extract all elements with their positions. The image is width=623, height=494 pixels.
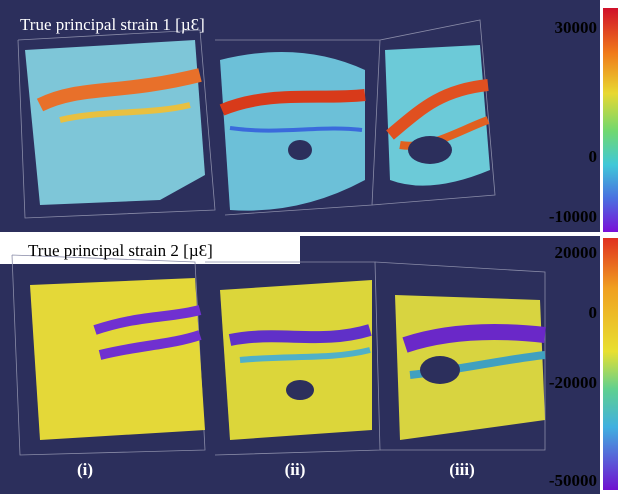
colorbar-tick-label: 0: [589, 303, 598, 322]
colorbar-tick-label: -50000: [549, 471, 597, 490]
sample-label: (ii): [285, 460, 306, 479]
sample-label: (i): [77, 460, 93, 479]
strain-field: [25, 40, 490, 211]
colorbar: [603, 8, 618, 232]
panel-title: True principal strain 2 [µƐ]: [28, 241, 213, 260]
tick-column: [496, 10, 600, 232]
sample-label: (iii): [449, 460, 475, 479]
panel-title: True principal strain 1 [µƐ]: [20, 15, 205, 34]
figure: True principal strain 1 [µƐ] True princi…: [0, 0, 623, 494]
strain-field: [30, 278, 545, 440]
colorbar-tick-label: 0: [589, 147, 598, 166]
colorbar-tick-label: 20000: [555, 243, 598, 262]
colorbar: [603, 238, 618, 490]
colorbar-tick-label: -20000: [549, 373, 597, 392]
colorbar-tick-label: -10000: [549, 207, 597, 226]
colorbar-tick-label: 30000: [555, 18, 598, 37]
